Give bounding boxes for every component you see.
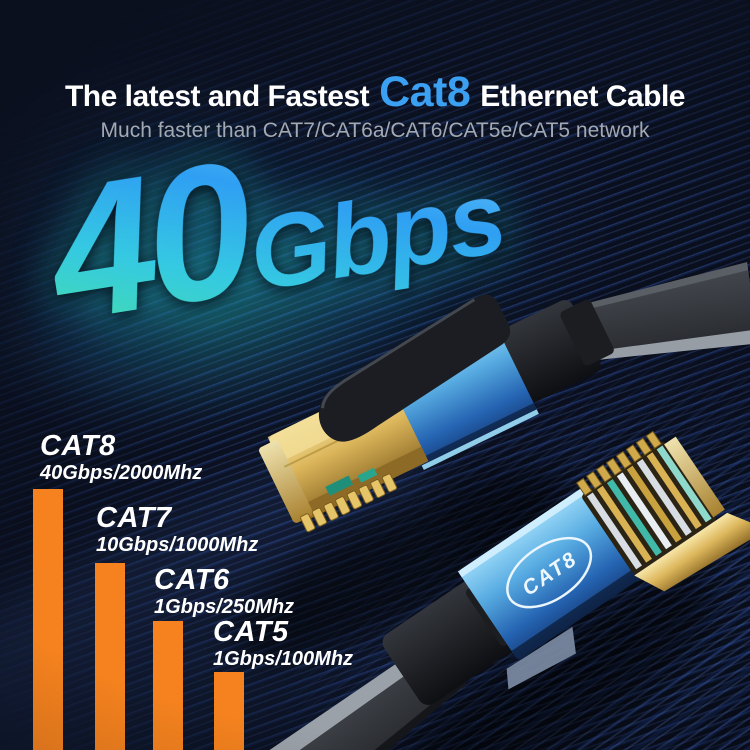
shadow-upper xyxy=(232,471,568,659)
connector-upper xyxy=(259,294,614,533)
speed-bar xyxy=(95,563,125,750)
body-glint xyxy=(457,487,587,578)
connector-lower-body xyxy=(459,489,642,660)
shadow-lower xyxy=(392,576,718,750)
speed-bar xyxy=(153,621,183,750)
connector-lower: CAT8 xyxy=(382,430,750,705)
cat8-label-block: CAT8 40Gbps/2000Mhz xyxy=(40,431,202,484)
gold-bottom-face xyxy=(300,446,429,520)
gold-contact-pins xyxy=(300,473,398,533)
cat5-label-block: CAT5 1Gbps/100Mhz xyxy=(213,617,353,670)
pcb-hint xyxy=(357,467,378,483)
subheadline: Much faster than CAT7/CAT6a/CAT6/CAT5e/C… xyxy=(100,119,650,142)
headline: The latest and Fastest Cat8 Ethernet Cable xyxy=(0,68,750,117)
body-underside xyxy=(506,626,576,690)
flat-cable-lower xyxy=(150,639,467,750)
category-spec: 10Gbps/1000Mhz xyxy=(96,534,259,557)
speed-bar xyxy=(214,672,244,750)
connector-upper-boot-step xyxy=(560,299,614,366)
gold-underside xyxy=(634,512,750,592)
pcb-hint xyxy=(325,475,354,496)
category-name: CAT5 xyxy=(213,616,289,648)
cat7-label-block: CAT7 10Gbps/1000Mhz xyxy=(96,503,258,556)
category-name: CAT8 xyxy=(40,430,116,462)
category-spec: 1Gbps/250Mhz xyxy=(154,596,295,619)
category-name: CAT6 xyxy=(154,564,230,596)
body-edge-glint xyxy=(421,409,539,471)
gold-front-face xyxy=(259,440,313,523)
cat6-label-block: CAT6 1Gbps/250Mhz xyxy=(154,565,294,618)
cat8-oval xyxy=(506,536,593,609)
headline-prefix: The latest and Fastest xyxy=(64,80,370,113)
gold-end-cap xyxy=(664,436,725,518)
category-spec: 40Gbps/2000Mhz xyxy=(40,462,203,485)
body-shade xyxy=(511,567,643,661)
flat-cable-upper xyxy=(591,262,750,360)
wire-pins xyxy=(586,445,712,570)
connector-upper-latch xyxy=(318,294,511,442)
headline-highlight-cat8: Cat8 xyxy=(379,68,471,116)
speed-bar xyxy=(33,489,63,750)
category-name: CAT7 xyxy=(96,502,172,534)
gold-comb-teeth xyxy=(575,430,662,497)
latch-highlight xyxy=(320,298,476,409)
category-spec: 1Gbps/100Mhz xyxy=(213,648,354,671)
headline-suffix: Ethernet Cable xyxy=(480,80,685,113)
